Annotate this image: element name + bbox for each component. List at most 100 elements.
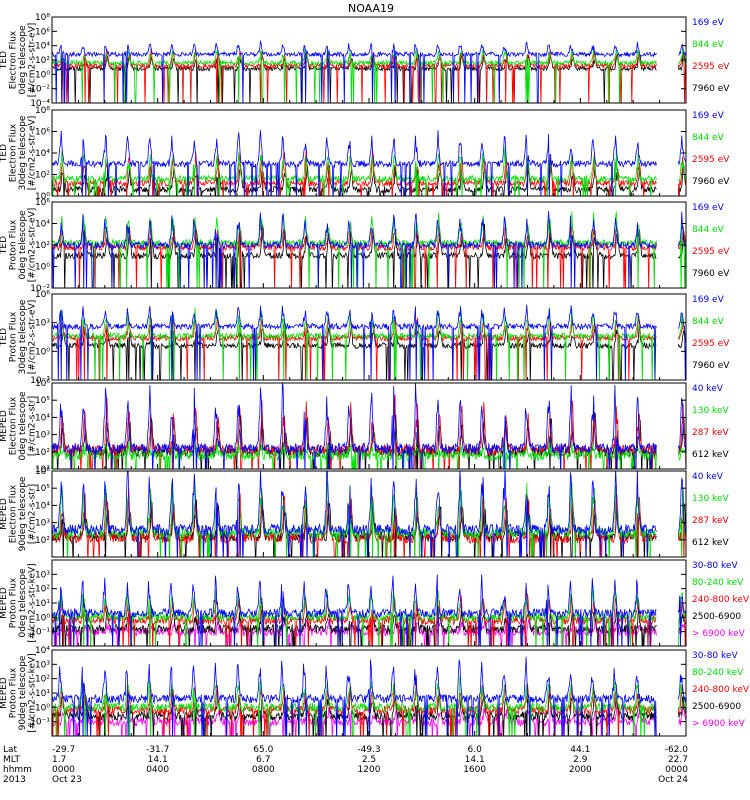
footer-mlt-1: 1.7 [52,755,66,765]
panel-5-ylabel-line-3: 0deg telescope [18,391,28,461]
panel-3-traces [52,210,686,288]
footer-hhmm-3: 0800 [252,765,275,775]
panel-4-ytick-label-1: 10⁻³ [30,376,50,386]
panel-6-legend-4: 612 keV [692,538,729,548]
panel-6-ylabel-line-3: 90deg telescope [18,476,28,551]
footer-lat-1: -29.7 [52,745,75,755]
footer-row-label-hhmm: hhmm [3,765,32,775]
panel-7-ytick-label-4: 10² [35,585,50,595]
panel-8-legend-1: 30-80 keV [692,651,738,661]
panel-1-ytick-label-1: 10⁻⁴ [30,99,50,109]
footer-lat-6: 44.1 [570,745,590,755]
panel-8-ytick-label-4: 10² [35,675,50,685]
panel-2-ytick-label-3: 10⁴ [35,149,50,159]
panel-8-legend-3: 240-800 keV [692,685,750,695]
panel-2-ylabel-line-1: TED [0,144,9,163]
panel-3-legend-3: 2595 eV [692,247,730,257]
panel-1-ylabel-line-1: TED [0,51,9,70]
panel-6-ytick-label-3: 10⁴ [35,501,50,511]
panel-5-ytick-label-2: 10² [35,448,50,458]
footer-hhmm-1: 0000 [52,765,75,775]
panel-1-legend-4: 7960 eV [692,84,730,94]
panel-8-ylabel-line-4: [#/cm2-s-str-keV] [28,653,38,732]
footer-mlt-3: 6.7 [256,755,270,765]
panel-6-legend-2: 130 keV [692,494,729,504]
panel-8-legend-5: > 6900 keV [692,719,746,729]
panel-2-legend-1: 169 eV [692,111,725,121]
panel-8-ytick-label-1: 10⁻¹ [30,718,50,728]
panel-3-ytick-label-5: 10⁶ [35,198,50,208]
panel-7-legend-5: > 6900 keV [692,629,746,639]
panel-6-ylabel-line-2: Electron Flux [9,484,19,543]
panel-4-ylabel-line-1: TED [0,328,9,347]
panel-3-series-3 [52,211,686,288]
panel-8-legend-4: 2500-6900 [692,702,741,712]
panel-2-ylabel-line-4: [#/cm2-s-str-eV] [28,116,38,191]
panel-8-ytick-label-3: 10¹ [35,689,50,699]
footer-hhmm-5: 1600 [463,765,486,775]
panel-1-ylabel-line-4: [#/cm2-s-str-eV] [28,23,38,98]
panel-1-legend-1: 169 eV [692,18,725,28]
panel-5-ytick-label-3: 10³ [35,431,50,441]
panel-3-ytick-label-1: 10⁻² [30,284,50,294]
panel-4-series-4 [52,304,686,380]
panel-3-ytick-label-3: 10² [35,241,50,251]
panel-3-ytick-label-2: 10⁰ [35,263,50,273]
panel-3-ylabel-line-4: [#/cm2-s-str-eV] [28,208,38,283]
panel-1-ytick-label-4: 10² [35,56,50,66]
panel-5-ytick-label-5: 10⁵ [35,396,50,406]
panel-7-ylabel-line-2: Proton Flux [9,577,19,628]
panel-1-ytick-label-3: 10⁰ [35,70,50,80]
panel-4-ytick-label-4: 10⁶ [35,290,50,300]
panel-4-ylabel-line-3: 30deg telescope [18,299,28,374]
footer-mlt-7: 22.7 [668,755,688,765]
panel-7-ytick-label-3: 10¹ [35,599,50,609]
panel-1-ytick-label-7: 10⁸ [35,13,50,23]
panel-6-ytick-label-4: 10⁵ [35,484,50,494]
panel-7-series-5 [52,574,686,646]
panel-7-ylabel-line-1: MEPED [0,587,9,619]
panel-8-series-5 [52,656,686,736]
panel-1-ytick-label-2: 10⁻² [30,85,50,95]
panel-1-legend-3: 2595 eV [692,62,730,72]
panel-2-ylabel: TEDElectron Flux30deg telescope[#/cm2-s-… [0,115,38,190]
panel-6-series-3 [52,480,686,557]
panel-5-legend-4: 612 keV [692,450,729,460]
panel-4-ylabel-line-4: [#/cm2-s-str-eV] [28,300,38,375]
panel-8-ylabel-line-2: Proton Flux [9,667,19,718]
panel-6-ylabel-line-1: MEPED [0,498,9,530]
panel-8-traces [52,656,686,736]
panel-5-ylabel: MEPEDElectron Flux0deg telescope[#/cm2-s… [0,391,38,461]
panel-2-series-4 [52,130,686,196]
footer-lat-3: 65.0 [253,745,273,755]
footer-mlt-6: 2.9 [573,755,588,765]
panel-2-ytick-label-2: 10² [35,171,50,181]
panel-2-ylabel-line-3: 30deg telescope [18,115,28,190]
panel-1-series-3 [52,47,686,103]
panel-2-traces [52,130,686,196]
footer-hhmm-7: 0000 [665,765,688,775]
footer-lat-7: -62.0 [665,745,689,755]
footer-lat-5: 6.0 [468,745,483,755]
panel-6-ytick-label-1: 10² [35,536,50,546]
panel-1-ylabel-line-3: 0deg telescope [18,25,28,95]
panel-1-series-4 [52,40,686,103]
panel-6-ytick-label-5: 10⁶ [35,467,50,477]
panel-2-legend-2: 844 eV [692,133,725,143]
panel-4-ytick-label-3: 10³ [35,319,50,329]
footer-mlt-2: 14.1 [148,755,168,765]
footer-hhmm-6: 2000 [569,765,592,775]
panel-1-legend-2: 844 eV [692,40,725,50]
panel-2-series-3 [52,146,686,196]
panel-4-legend-3: 2595 eV [692,339,730,349]
panel-5-ytick-label-1: 10¹ [35,465,50,475]
panel-6-legend-1: 40 keV [692,472,724,482]
footer-lat-2: -31.7 [146,745,169,755]
panel-3-ylabel-line-1: TED [0,236,9,255]
footer-row-label-2013: 2013 [3,775,26,785]
panel-2-ytick-label-5: 10⁸ [35,106,50,116]
